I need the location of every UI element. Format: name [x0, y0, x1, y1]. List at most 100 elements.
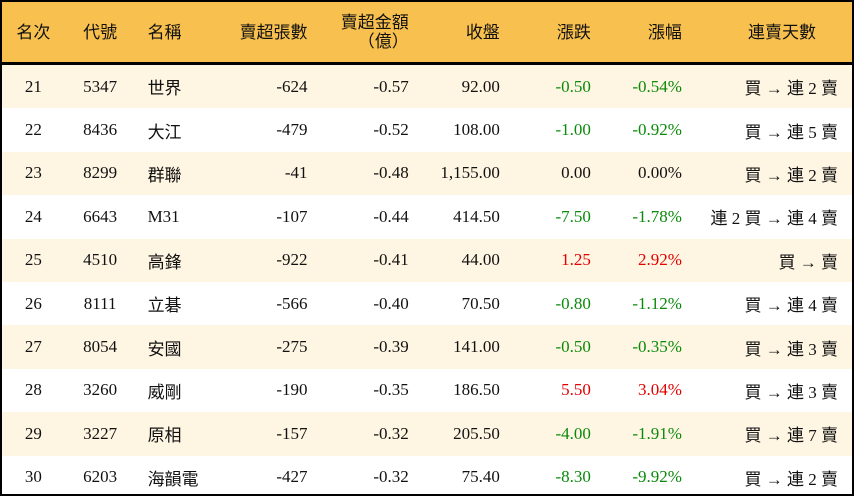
cell-sell-lots: -190 — [216, 368, 308, 413]
cell-sell-lots: -41 — [216, 151, 308, 196]
header-close[interactable]: 收盤 — [408, 2, 500, 65]
cell-close: 1,155.00 — [408, 151, 500, 196]
cell-change: -7.50 — [499, 195, 591, 239]
cell-name[interactable]: 原相 — [135, 412, 217, 456]
cell-sell-amount: -0.57 — [307, 63, 409, 109]
header-streak[interactable]: 連賣天數 — [681, 2, 852, 65]
cell-rank: 27 — [2, 325, 65, 369]
table-row[interactable]: 22 8436 大江 -479 -0.52 108.00 -1.00 -0.92% 買 → 連 … — [2, 108, 852, 152]
cell-name[interactable]: 高鋒 — [135, 238, 217, 282]
header-sell-amount-unit: （億） — [357, 32, 409, 51]
cell-change: -0.80 — [499, 281, 591, 326]
table-row[interactable]: 30 6203 海韻電 -427 -0.32 75.40 -8.30 -9.92% 買 → 連 … — [2, 455, 852, 494]
cell-code[interactable]: 6203 — [64, 455, 136, 494]
cell-code[interactable]: 8299 — [64, 151, 136, 196]
cell-sell-lots: -157 — [216, 412, 308, 456]
table-row[interactable]: 26 8111 立碁 -566 -0.40 70.50 -0.80 -1.12% 買 → 連 4… — [2, 281, 852, 326]
cell-name[interactable]: 世界 — [135, 63, 217, 109]
cell-change-pct: -0.54% — [590, 63, 682, 109]
cell-code[interactable]: 8111 — [64, 281, 136, 326]
cell-sell-amount: -0.39 — [307, 325, 409, 369]
cell-change-pct: -0.35% — [590, 325, 682, 369]
cell-sell-amount: -0.40 — [307, 281, 409, 326]
cell-close: 70.50 — [408, 281, 500, 326]
cell-rank: 23 — [2, 151, 65, 196]
cell-streak: 買 → 連 4 賣 — [681, 281, 852, 326]
cell-close: 44.00 — [408, 238, 500, 282]
header-row: 名次 代號 名稱 賣超張數 賣超金額 （億） 收盤 漲跌 漲幅 連賣天數 — [2, 2, 852, 65]
cell-streak: 連 2 買 → 連 4 賣 — [681, 195, 852, 239]
cell-name[interactable]: 威剛 — [135, 368, 217, 413]
cell-sell-lots: -275 — [216, 325, 308, 369]
cell-change: -0.50 — [499, 63, 591, 109]
table-row[interactable]: 24 6643 M31 -107 -0.44 414.50 -7.50 -1.78% 連 2 買… — [2, 195, 852, 239]
cell-change: -0.50 — [499, 325, 591, 369]
cell-code[interactable]: 3260 — [64, 368, 136, 413]
header-sell-amount[interactable]: 賣超金額 （億） — [307, 2, 409, 65]
cell-change-pct: -9.92% — [590, 455, 682, 494]
cell-change: 1.25 — [499, 238, 591, 282]
cell-sell-lots: -427 — [216, 455, 308, 494]
header-sell-lots[interactable]: 賣超張數 — [216, 2, 308, 65]
cell-streak: 買 → 賣 — [681, 238, 852, 282]
cell-name[interactable]: M31 — [135, 195, 217, 239]
cell-rank: 29 — [2, 412, 65, 456]
cell-sell-lots: -566 — [216, 281, 308, 326]
cell-change-pct: 3.04% — [590, 368, 682, 413]
cell-rank: 28 — [2, 368, 65, 413]
cell-change-pct: 0.00% — [590, 151, 682, 196]
cell-name[interactable]: 立碁 — [135, 281, 217, 326]
cell-code[interactable]: 4510 — [64, 238, 136, 282]
cell-rank: 24 — [2, 195, 65, 239]
table-row[interactable]: 29 3227 原相 -157 -0.32 205.50 -4.00 -1.91% 買 → 連 … — [2, 412, 852, 456]
cell-sell-lots: -922 — [216, 238, 308, 282]
cell-close: 414.50 — [408, 195, 500, 239]
cell-change-pct: -1.78% — [590, 195, 682, 239]
cell-close: 75.40 — [408, 455, 500, 494]
cell-sell-lots: -107 — [216, 195, 308, 239]
cell-streak: 買 → 連 3 賣 — [681, 325, 852, 369]
cell-name[interactable]: 安國 — [135, 325, 217, 369]
cell-streak: 買 → 連 2 賣 — [681, 151, 852, 196]
cell-change: 0.00 — [499, 151, 591, 196]
cell-code[interactable]: 8436 — [64, 108, 136, 152]
cell-change-pct: -1.91% — [590, 412, 682, 456]
header-code[interactable]: 代號 — [64, 2, 136, 65]
cell-code[interactable]: 3227 — [64, 412, 136, 456]
table-row[interactable]: 28 3260 威剛 -190 -0.35 186.50 5.50 3.04% 買 → 連 3 … — [2, 368, 852, 413]
cell-code[interactable]: 5347 — [64, 63, 136, 109]
cell-rank: 22 — [2, 108, 65, 152]
cell-name[interactable]: 群聯 — [135, 151, 217, 196]
header-change[interactable]: 漲跌 — [499, 2, 591, 65]
cell-change-pct: 2.92% — [590, 238, 682, 282]
table-row[interactable]: 25 4510 高鋒 -922 -0.41 44.00 1.25 2.92% 買 → 賣 — [2, 238, 852, 282]
cell-name[interactable]: 海韻電 — [135, 455, 217, 494]
cell-change-pct: -1.12% — [590, 281, 682, 326]
cell-sell-lots: -624 — [216, 63, 308, 109]
cell-change: -4.00 — [499, 412, 591, 456]
cell-sell-amount: -0.32 — [307, 412, 409, 456]
cell-close: 108.00 — [408, 108, 500, 152]
cell-rank: 30 — [2, 455, 65, 494]
table-row[interactable]: 21 5347 世界 -624 -0.57 92.00 -0.50 -0.54% 買 → 連 2… — [2, 63, 852, 109]
cell-name[interactable]: 大江 — [135, 108, 217, 152]
table-row[interactable]: 27 8054 安國 -275 -0.39 141.00 -0.50 -0.35% 買 → 連 … — [2, 325, 852, 369]
cell-close: 205.50 — [408, 412, 500, 456]
cell-code[interactable]: 6643 — [64, 195, 136, 239]
cell-change: -8.30 — [499, 455, 591, 494]
cell-sell-amount: -0.44 — [307, 195, 409, 239]
header-change-pct[interactable]: 漲幅 — [590, 2, 682, 65]
cell-streak: 買 → 連 7 賣 — [681, 412, 852, 456]
cell-sell-amount: -0.35 — [307, 368, 409, 413]
cell-code[interactable]: 8054 — [64, 325, 136, 369]
header-rank[interactable]: 名次 — [2, 2, 65, 65]
table-row[interactable]: 23 8299 群聯 -41 -0.48 1,155.00 0.00 0.00% 買 → 連 2… — [2, 151, 852, 196]
cell-change-pct: -0.92% — [590, 108, 682, 152]
cell-close: 141.00 — [408, 325, 500, 369]
header-sell-amount-label: 賣超金額 — [340, 13, 409, 32]
cell-rank: 25 — [2, 238, 65, 282]
header-name[interactable]: 名稱 — [135, 2, 217, 65]
cell-streak: 買 → 連 5 賣 — [681, 108, 852, 152]
